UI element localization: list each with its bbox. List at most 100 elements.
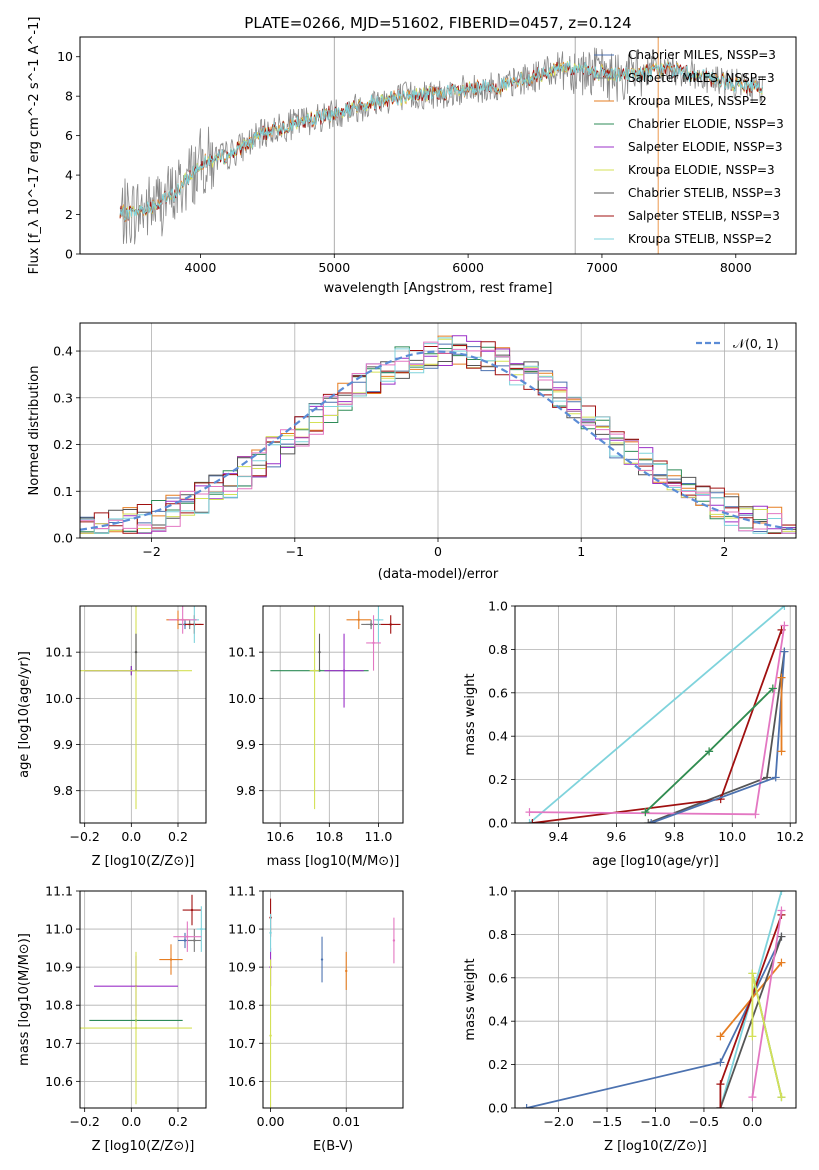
x-tick-label: 0.2 bbox=[168, 1114, 188, 1129]
y-tick-label: 0.8 bbox=[488, 642, 508, 657]
data-point bbox=[320, 958, 324, 961]
plus-marker bbox=[748, 969, 757, 978]
x-tick-label: −2.0 bbox=[543, 1114, 573, 1129]
panel-2: −0.2 0.0 0.2 9.8 9.9 10.0 10.1 Z [log10(Z/Z⊙)] a… bbox=[17, 605, 207, 869]
data-point bbox=[313, 669, 316, 672]
y-tick-label: 11.1 bbox=[45, 884, 73, 899]
plus-marker bbox=[641, 808, 650, 817]
x-tick-label: −1.5 bbox=[592, 1114, 622, 1129]
data-point bbox=[181, 618, 184, 622]
x-tick-label: 5000 bbox=[318, 260, 350, 275]
axes-frame bbox=[79, 890, 207, 1109]
x-tick-label: −0.5 bbox=[689, 1114, 719, 1129]
y-tick-label: 10.1 bbox=[45, 645, 73, 660]
x-tick-label: 7000 bbox=[586, 260, 618, 275]
plus-marker bbox=[780, 621, 789, 630]
y-axis-label: mass weight bbox=[463, 958, 478, 1040]
plot-area bbox=[80, 335, 796, 534]
x-tick-label: 0.00 bbox=[257, 1114, 285, 1129]
data-point bbox=[318, 650, 321, 654]
plus-marker bbox=[716, 1058, 725, 1067]
legend-label: Kroupa ELODIE, NSSP=3 bbox=[628, 163, 775, 177]
data-point bbox=[345, 969, 348, 973]
mass-weight-line bbox=[719, 936, 783, 1108]
y-tick-label: 9.8 bbox=[236, 783, 256, 798]
panel-0: 4000 5000 6000 7000 8000 0 2 4 6 8 10 Chabrier MILE… bbox=[27, 17, 797, 296]
y-tick-label: 10.6 bbox=[228, 1074, 256, 1089]
x-tick-label: 0.2 bbox=[168, 829, 188, 844]
data-point bbox=[269, 931, 272, 935]
plot-area bbox=[270, 606, 401, 810]
plus-marker bbox=[522, 1104, 531, 1108]
y-tick-label: 0.0 bbox=[53, 531, 73, 546]
data-point bbox=[183, 939, 187, 942]
x-tick-label: 0.01 bbox=[332, 1114, 360, 1129]
panel-6: 0.00 0.01 10.6 10.7 10.8 10.9 11.0 11.1 E(B-V) bbox=[228, 884, 404, 1154]
y-tick-label: 6 bbox=[65, 128, 73, 143]
plus-marker bbox=[748, 1032, 757, 1041]
y-tick-label: 0.8 bbox=[488, 927, 508, 942]
y-tick-label: 10.7 bbox=[45, 1036, 73, 1051]
legend-label: Chabrier ELODIE, NSSP=3 bbox=[628, 117, 784, 131]
plus-marker bbox=[777, 932, 786, 941]
histogram-series bbox=[80, 343, 796, 534]
legend-label: Chabrier STELIB, NSSP=3 bbox=[628, 186, 781, 200]
data-point bbox=[369, 623, 373, 626]
x-axis-label: E(B-V) bbox=[313, 1139, 353, 1154]
plus-marker bbox=[768, 684, 777, 693]
y-tick-label: 0.0 bbox=[488, 1101, 508, 1116]
panel-4: 9.4 9.6 9.8 10.0 10.2 0.0 0.2 0.4 0.6 0.8 1.0 age [… bbox=[463, 599, 804, 870]
axes-frame bbox=[262, 890, 404, 1109]
plus-marker bbox=[777, 906, 786, 915]
model-spectrum bbox=[119, 60, 763, 222]
x-tick-label: 1 bbox=[577, 544, 585, 559]
x-tick-label: 4000 bbox=[185, 260, 217, 275]
y-tick-label: 0.2 bbox=[53, 437, 73, 452]
histogram-series bbox=[80, 337, 796, 534]
y-tick-label: 10.1 bbox=[228, 645, 256, 660]
figure-title: PLATE=0266, MJD=51602, FIBERID=0457, z=0… bbox=[244, 14, 631, 32]
data-point bbox=[377, 618, 380, 622]
plot-area bbox=[80, 606, 204, 810]
y-tick-label: 10.0 bbox=[228, 691, 256, 706]
x-tick-label: −2 bbox=[142, 544, 160, 559]
plus-marker bbox=[771, 773, 780, 782]
plus-marker bbox=[716, 1104, 725, 1108]
data-point bbox=[134, 650, 138, 654]
x-tick-label: 10.0 bbox=[718, 829, 746, 844]
y-tick-label: 10.0 bbox=[45, 691, 73, 706]
y-tick-label: 10.9 bbox=[228, 960, 256, 975]
plus-marker bbox=[716, 1032, 725, 1041]
data-point bbox=[190, 908, 194, 912]
legend-label: Salpeter ELODIE, NSSP=3 bbox=[628, 140, 783, 154]
x-tick-label: 0.0 bbox=[742, 1114, 762, 1129]
y-axis-label: age [log10(age/yr)] bbox=[17, 651, 32, 778]
y-tick-label: 0.4 bbox=[53, 344, 73, 359]
x-axis-label: (data-model)/error bbox=[378, 567, 499, 582]
y-tick-label: 10.6 bbox=[45, 1074, 73, 1089]
plus-marker bbox=[751, 810, 760, 819]
data-point bbox=[392, 939, 396, 942]
axes-frame bbox=[262, 605, 404, 824]
plus-marker bbox=[525, 819, 534, 823]
plus-marker bbox=[777, 958, 786, 967]
x-tick-label: 9.6 bbox=[606, 829, 626, 844]
plot-area bbox=[80, 894, 206, 1105]
data-point bbox=[269, 1034, 272, 1037]
panel-5: −0.2 0.0 0.2 10.6 10.7 10.8 10.9 11.0 11.1 Z [log… bbox=[17, 884, 207, 1154]
x-axis-label: Z [log10(Z/Z⊙)] bbox=[92, 1139, 195, 1154]
plot-area bbox=[269, 898, 396, 1108]
x-tick-label: 11.0 bbox=[365, 829, 393, 844]
y-tick-label: 10 bbox=[57, 49, 73, 64]
panel-3: 10.6 10.8 11.0 9.8 9.9 10.0 10.1 mass [log10(M/… bbox=[228, 605, 404, 869]
legend-label: Kroupa STELIB, NSSP=2 bbox=[628, 232, 772, 246]
plus-marker bbox=[716, 1080, 725, 1089]
x-axis-label: Z [log10(Z/Z⊙)] bbox=[604, 1139, 707, 1154]
y-tick-label: 11.1 bbox=[228, 884, 256, 899]
y-tick-label: 8 bbox=[65, 89, 73, 104]
plus-marker bbox=[528, 819, 537, 823]
y-axis-label: mass [log10(M/M⊙)] bbox=[17, 933, 32, 1066]
y-tick-label: 10.8 bbox=[45, 998, 73, 1013]
